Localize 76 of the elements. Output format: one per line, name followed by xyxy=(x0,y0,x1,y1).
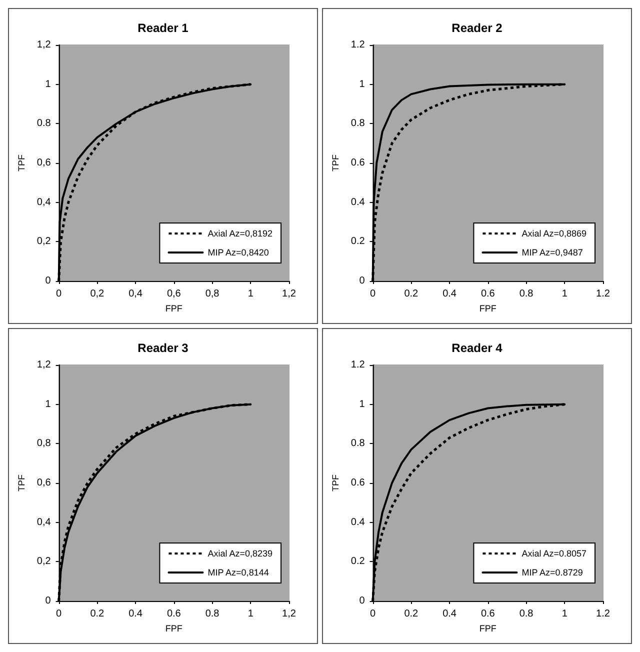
x-axis-title: FPF xyxy=(165,623,183,634)
x-tick-label: 1.2 xyxy=(596,608,610,620)
y-tick-label: 0,6 xyxy=(36,158,52,168)
x-tick-label: 0,8 xyxy=(205,288,220,300)
legend-label: Axial Az=0,8869 xyxy=(522,228,587,238)
x-tick-label: 0.2 xyxy=(90,608,105,620)
x-tick-label: 1 xyxy=(562,288,568,300)
x-tick-label: 0.6 xyxy=(166,608,182,620)
legend-label: Axial Az=0.8057 xyxy=(522,548,587,558)
y-tick-label: 0,2 xyxy=(36,556,52,568)
y-tick-label: 1,2 xyxy=(36,360,52,370)
y-tick-label: 1.2 xyxy=(350,40,366,50)
y-tick-label: 1 xyxy=(45,78,52,90)
x-tick-label: 0.6 xyxy=(480,608,496,620)
y-axis-title: TPF xyxy=(330,474,340,492)
y-tick-label: 0,2 xyxy=(36,236,52,248)
x-tick-label: 1 xyxy=(562,608,568,620)
y-tick-label: 0.2 xyxy=(350,556,366,568)
x-tick-label: 0.8 xyxy=(519,608,534,620)
x-tick-label: 1 xyxy=(248,288,254,300)
x-tick-label: 0,6 xyxy=(166,288,182,300)
y-tick-label: 1,2 xyxy=(36,40,52,50)
x-tick-label: 0 xyxy=(370,288,376,300)
x-tick-label: 0.4 xyxy=(442,288,457,300)
y-tick-label: 0 xyxy=(359,596,366,606)
chart-title: Reader 4 xyxy=(452,341,503,355)
x-axis-title: FPF xyxy=(165,303,183,314)
y-tick-label: 0.8 xyxy=(350,438,366,450)
chart-title: Reader 3 xyxy=(138,341,189,355)
y-tick-label: 0.6 xyxy=(350,478,366,488)
legend-label: MIP Az=0,9487 xyxy=(522,248,583,258)
x-tick-label: 0.2 xyxy=(404,608,419,620)
y-tick-label: 1 xyxy=(45,398,52,410)
x-tick-label: 0.2 xyxy=(404,288,419,300)
x-tick-label: 0 xyxy=(56,288,62,300)
y-axis-title: TPF xyxy=(16,474,26,492)
x-tick-label: 1.2 xyxy=(596,288,610,300)
y-tick-label: 0,6 xyxy=(36,478,52,488)
y-tick-label: 1 xyxy=(359,398,366,410)
y-tick-label: 0,4 xyxy=(36,516,52,528)
chart-title: Reader 1 xyxy=(138,21,189,35)
legend-label: MIP Az=0,8420 xyxy=(208,248,269,258)
x-tick-label: 0,2 xyxy=(90,288,105,300)
x-axis-title: FPF xyxy=(479,623,497,634)
y-tick-label: 0.6 xyxy=(350,158,366,168)
x-tick-label: 1 xyxy=(248,608,254,620)
x-tick-label: 0.4 xyxy=(442,608,457,620)
y-tick-label: 0.4 xyxy=(350,196,366,208)
legend-label: Axial Az=0,8192 xyxy=(208,228,273,238)
y-tick-label: 0,4 xyxy=(36,196,52,208)
y-tick-label: 0.8 xyxy=(350,118,366,130)
y-tick-label: 0.8 xyxy=(36,118,52,130)
y-tick-label: 0.4 xyxy=(350,516,366,528)
y-tick-label: 1.2 xyxy=(350,360,366,370)
x-tick-label: 0,4 xyxy=(128,288,143,300)
x-axis-title: FPF xyxy=(479,303,497,314)
x-tick-label: 0.8 xyxy=(519,288,534,300)
x-tick-label: 1,2 xyxy=(282,608,296,620)
legend-label: Axial Az=0,8239 xyxy=(208,548,273,558)
x-tick-label: 0 xyxy=(370,608,376,620)
x-tick-label: 0.6 xyxy=(480,288,496,300)
y-axis-title: TPF xyxy=(16,154,26,172)
legend-label: MIP Az=0,8144 xyxy=(208,568,269,578)
y-axis-title: TPF xyxy=(330,154,340,172)
x-tick-label: 1,2 xyxy=(282,288,296,300)
y-tick-label: 1 xyxy=(359,78,366,90)
y-tick-label: 0 xyxy=(359,276,366,286)
chart-title: Reader 2 xyxy=(452,21,503,35)
y-tick-label: 0,8 xyxy=(36,438,52,450)
y-tick-label: 0.2 xyxy=(350,236,366,248)
legend-label: MIP Az=0.8729 xyxy=(522,568,583,578)
x-tick-label: 0.8 xyxy=(205,608,220,620)
y-tick-label: 0 xyxy=(45,596,52,606)
x-tick-label: 0.4 xyxy=(128,608,143,620)
x-tick-label: 0 xyxy=(56,608,62,620)
y-tick-label: 0 xyxy=(45,276,52,286)
